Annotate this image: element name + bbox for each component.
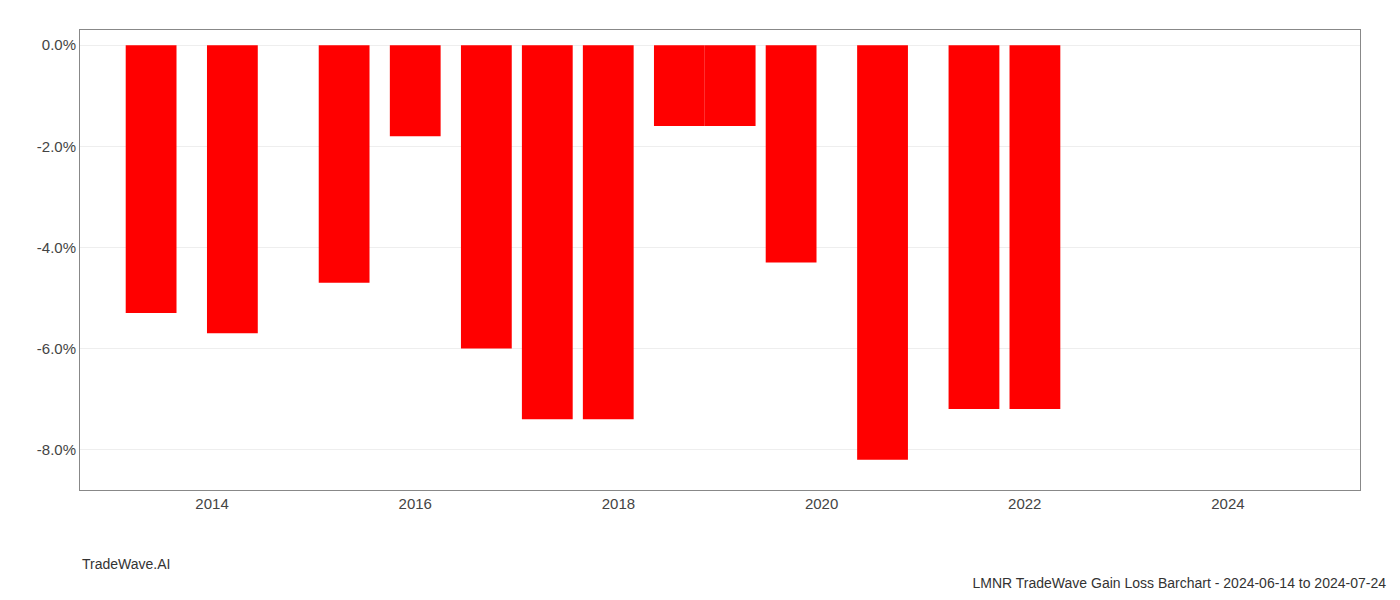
svg-text:-4.0%: -4.0% [37, 239, 76, 256]
svg-text:LMNR TradeWave Gain Loss Barch: LMNR TradeWave Gain Loss Barchart - 2024… [973, 575, 1387, 591]
svg-text:2020: 2020 [805, 495, 838, 512]
svg-text:2022: 2022 [1008, 495, 1041, 512]
svg-text:2016: 2016 [399, 495, 432, 512]
svg-text:0.0%: 0.0% [42, 36, 76, 53]
svg-text:TradeWave.AI: TradeWave.AI [82, 556, 170, 572]
svg-text:2014: 2014 [195, 495, 228, 512]
svg-text:-8.0%: -8.0% [37, 441, 76, 458]
svg-text:2024: 2024 [1211, 495, 1244, 512]
svg-text:2018: 2018 [602, 495, 635, 512]
svg-text:-6.0%: -6.0% [37, 340, 76, 357]
svg-text:-2.0%: -2.0% [37, 138, 76, 155]
